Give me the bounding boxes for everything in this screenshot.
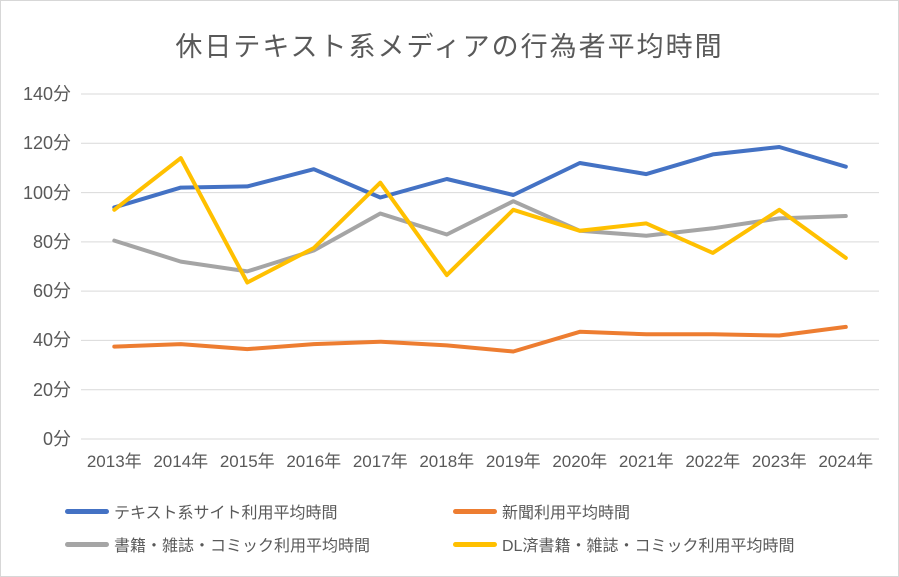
y-axis-label: 20分 xyxy=(32,379,71,400)
legend-label: 書籍・雑誌・コミック利用平均時間 xyxy=(114,538,371,555)
y-axis-label: 100分 xyxy=(22,182,71,203)
legend-item-newspaper: 新聞利用平均時間 xyxy=(453,500,794,522)
y-axis-label: 0分 xyxy=(42,429,71,449)
x-axis-label: 2016年 xyxy=(286,452,342,471)
y-axis-label: 60分 xyxy=(32,281,71,302)
x-axis-label: 2018年 xyxy=(419,452,475,471)
y-axis-label: 80分 xyxy=(32,231,71,252)
x-axis-label: 2023年 xyxy=(751,452,807,471)
x-axis-label: 2015年 xyxy=(219,452,275,471)
chart-title: 休日テキスト系メディアの行為者平均時間 xyxy=(175,32,724,62)
x-axis-label: 2017年 xyxy=(352,452,408,471)
legend-swatch xyxy=(453,508,497,514)
legend-label: DL済書籍・雑誌・コミック利用平均時間 xyxy=(502,538,795,555)
legend-swatch xyxy=(65,541,109,547)
legend-label: 新聞利用平均時間 xyxy=(502,505,631,522)
legend-item-books-magazines-comics: 書籍・雑誌・コミック利用平均時間 xyxy=(65,533,453,555)
legend-item-text-sites: テキスト系サイト利用平均時間 xyxy=(65,500,453,522)
series-line-text-sites xyxy=(112,145,848,210)
x-axis-label: 2020年 xyxy=(552,452,608,471)
legend: テキスト系サイト利用平均時間 新聞利用平均時間書籍・雑誌・コミック利用平均時間 DL… xyxy=(65,500,794,555)
series-line-books-magazines-comics xyxy=(112,199,848,274)
y-axis-label: 140分 xyxy=(22,84,71,104)
y-axis-label: 40分 xyxy=(32,330,71,351)
x-axis-label: 2019年 xyxy=(485,452,541,471)
x-axis-label: 2013年 xyxy=(86,452,142,471)
legend-swatch xyxy=(65,508,109,514)
x-axis-label: 2022年 xyxy=(685,452,741,471)
x-axis-label: 2021年 xyxy=(618,452,674,471)
legend-swatch xyxy=(453,541,497,547)
legend-label: テキスト系サイト利用平均時間 xyxy=(114,505,338,522)
series-line-dl-books-magazines-comics xyxy=(112,156,848,285)
series-line-newspaper xyxy=(112,324,848,354)
legend-item-dl-books-magazines-comics: DL済書籍・雑誌・コミック利用平均時間 xyxy=(453,533,794,555)
x-axis-label: 2024年 xyxy=(818,452,874,471)
y-axis-label: 120分 xyxy=(22,133,71,154)
x-axis-label: 2014年 xyxy=(153,452,209,471)
